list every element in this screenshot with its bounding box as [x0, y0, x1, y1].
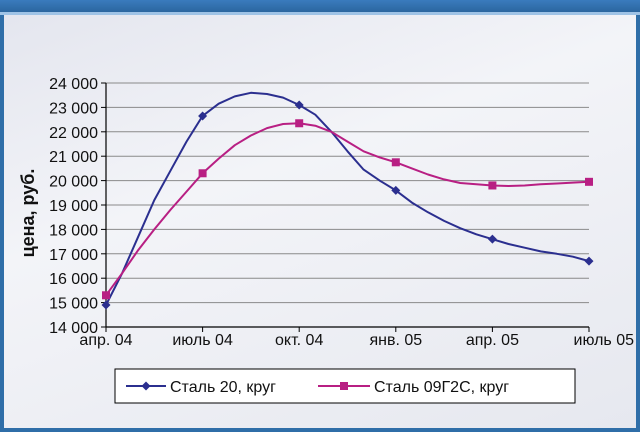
y-tick-label: 18 000 [49, 222, 98, 239]
y-tick-label: 23 000 [49, 100, 98, 117]
data-point-1 [487, 234, 497, 244]
legend-marker-1 [141, 381, 151, 391]
data-point-1 [391, 185, 401, 195]
y-tick-label: 24 000 [49, 76, 98, 93]
y-axis-label: цена, руб. [18, 169, 38, 258]
legend-label-1: Сталь 20, круг [170, 379, 276, 396]
data-point-1 [584, 256, 594, 266]
y-tick-label: 17 000 [49, 247, 98, 264]
series-line-2 [105, 122, 590, 296]
y-tick-label: 15 000 [49, 296, 98, 313]
axes [105, 83, 589, 328]
x-tick-label: июль 05 [574, 332, 635, 349]
top-bar [0, 0, 640, 15]
legend-marker-2 [340, 382, 348, 390]
x-tick-label: окт. 04 [275, 332, 323, 349]
y-tick-labels: 14 000 15 000 16 000 17 000 18 000 19 000 20 0… [49, 76, 98, 337]
data-point-1 [101, 300, 111, 310]
data-point-2 [198, 169, 207, 178]
data-point-1 [198, 111, 208, 121]
y-tick-label: 20 000 [49, 174, 98, 191]
y-tick-label: 22 000 [49, 125, 98, 142]
legend-label-2: Сталь 09Г2С, круг [374, 379, 509, 396]
y-tick-label: 14 000 [49, 320, 98, 337]
x-tick-label: апр. 05 [466, 332, 519, 349]
data-point-2 [488, 181, 497, 190]
data-point-2 [585, 177, 593, 186]
grid-lines [101, 82, 590, 332]
legend: Сталь 20, круг Сталь 09Г2С, круг [114, 368, 576, 404]
series-lines [101, 91, 594, 310]
series-line-1 [105, 91, 590, 306]
y-tick-label: 21 000 [49, 149, 98, 166]
data-point-1 [294, 100, 304, 110]
x-tick-label: июль 04 [172, 332, 233, 349]
x-tick-label: янв. 05 [369, 332, 422, 349]
y-tick-label: 19 000 [49, 198, 98, 215]
x-tick-labels: апр. 04 июль 04 окт. 04 янв. 05 апр. 05 июль … [79, 332, 634, 349]
y-tick-label: 16 000 [49, 271, 98, 288]
data-point-2 [295, 119, 304, 128]
data-point-2 [391, 158, 400, 167]
data-point-2 [102, 291, 110, 300]
x-tick-label: апр. 04 [79, 332, 132, 349]
